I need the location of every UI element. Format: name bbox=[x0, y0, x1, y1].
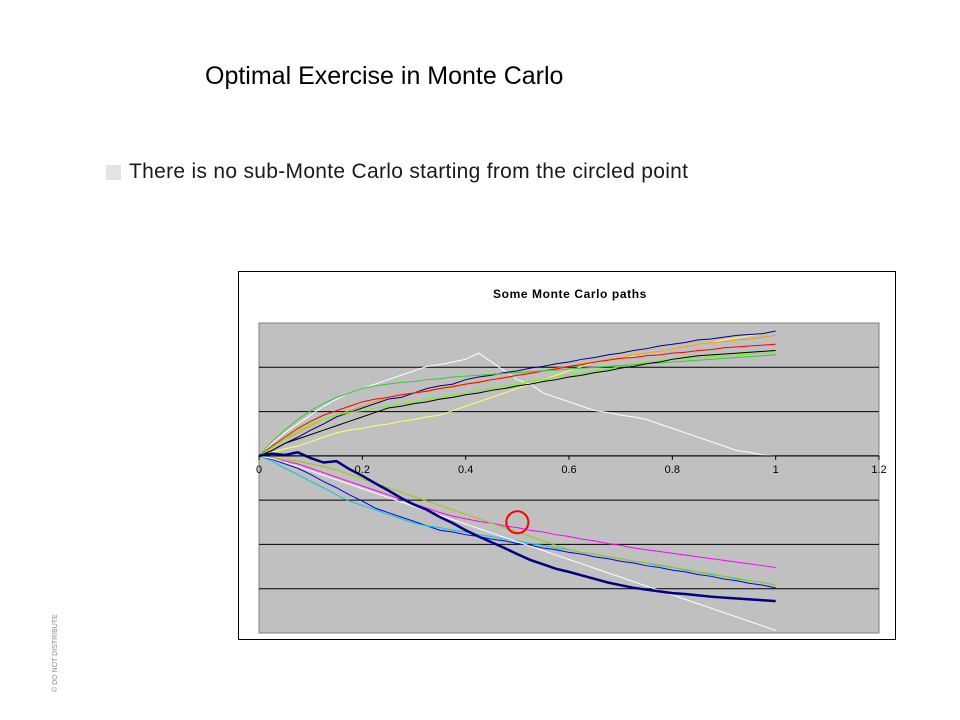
plot-area bbox=[258, 322, 880, 634]
series-line-13 bbox=[258, 455, 776, 631]
series-line-6 bbox=[258, 352, 776, 457]
x-tick-label: 0.6 bbox=[561, 464, 576, 476]
annotation-layer bbox=[505, 510, 530, 535]
series-line-1 bbox=[258, 352, 776, 457]
monte-carlo-chart: Some Monte Carlo paths 0 0.2 0.4 0.6 0.8 1 1.2 bbox=[256, 287, 887, 634]
series-line-10 bbox=[258, 455, 776, 586]
series-line-9 bbox=[258, 455, 776, 589]
bullet-text: There is no sub-Monte Carlo starting fro… bbox=[129, 160, 689, 183]
bullet-point: There is no sub-Monte Carlo starting fro… bbox=[106, 160, 688, 184]
exercise-point-circle bbox=[505, 510, 530, 535]
series-line-7 bbox=[258, 354, 776, 457]
side-note: © DO NOT DISTRIBUTE bbox=[52, 614, 59, 692]
chart-frame: Some Monte Carlo paths 0 0.2 0.4 0.6 0.8 1 1.2 bbox=[238, 271, 896, 640]
series-layer bbox=[258, 330, 776, 631]
series-line-14 bbox=[258, 451, 776, 603]
x-axis: 0 0.2 0.4 0.6 0.8 1 1.2 bbox=[256, 455, 887, 476]
gridlines bbox=[259, 366, 879, 590]
x-tick-label: 0.2 bbox=[355, 464, 370, 476]
x-tick-label: 1 bbox=[773, 464, 779, 476]
series-line-12 bbox=[258, 455, 776, 586]
bullet-marker-icon bbox=[106, 164, 121, 180]
x-tick-label: 0 bbox=[256, 464, 262, 476]
x-tick-label: 1.2 bbox=[871, 464, 886, 476]
series-line-3 bbox=[258, 330, 776, 457]
x-tick-label: 0.4 bbox=[458, 464, 473, 476]
x-tick-label: 0.8 bbox=[665, 464, 680, 476]
series-line-5 bbox=[258, 343, 776, 457]
series-line-8 bbox=[258, 349, 776, 457]
series-line-11 bbox=[258, 455, 776, 568]
slide-title: Optimal Exercise in Monte Carlo bbox=[205, 62, 564, 90]
chart-title: Some Monte Carlo paths bbox=[493, 287, 647, 301]
